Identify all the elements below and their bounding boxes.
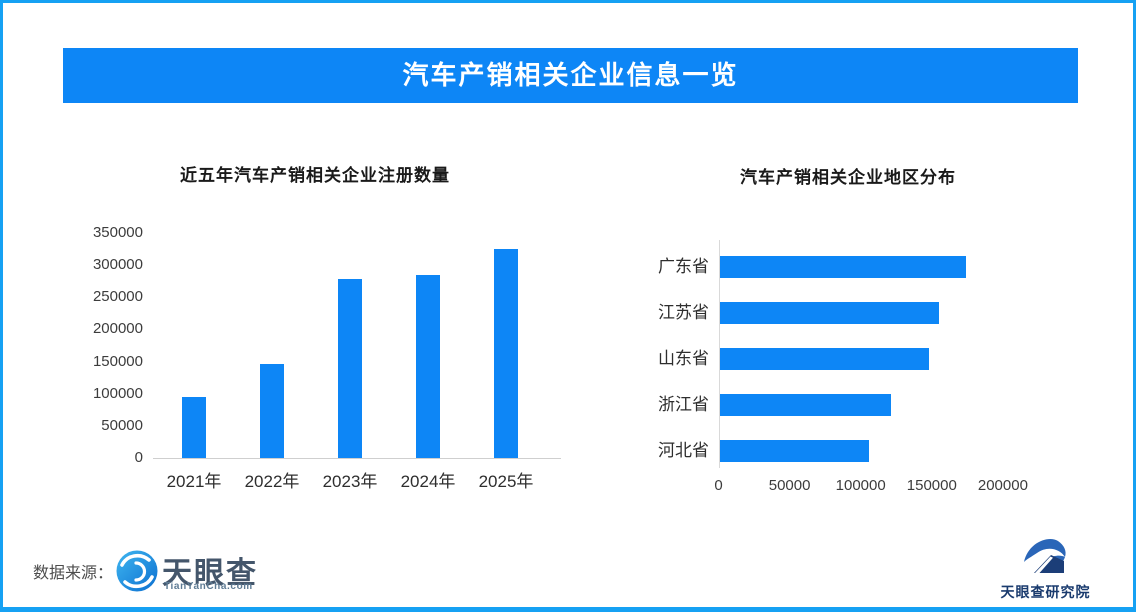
x-category-label: 2024年 bbox=[400, 472, 456, 491]
x-tick-label: 0 bbox=[714, 477, 723, 494]
y-tick-label: 150000 bbox=[92, 352, 143, 370]
chart-bar bbox=[720, 348, 929, 370]
tianyancha-logo-domain: TianYanCha.com bbox=[164, 581, 253, 592]
y-tick-label: 200000 bbox=[92, 320, 143, 338]
y-axis-line bbox=[719, 240, 720, 468]
x-tick-label: 50000 bbox=[768, 477, 811, 494]
y-tick-label: 250000 bbox=[92, 288, 143, 306]
chart-bar bbox=[720, 256, 966, 278]
chart-bar bbox=[182, 397, 206, 458]
chart-bar bbox=[720, 394, 891, 416]
tianyancha-logo-text: 天眼查 bbox=[162, 557, 258, 590]
y-category-label: 浙江省 bbox=[658, 395, 709, 414]
y-category-label: 河北省 bbox=[658, 441, 709, 460]
x-tick-label: 200000 bbox=[977, 477, 1028, 494]
x-axis-line bbox=[153, 458, 561, 459]
data-source-label: 数据来源： bbox=[33, 565, 114, 582]
institute-logo-icon bbox=[1024, 539, 1066, 573]
chart-bar bbox=[338, 279, 362, 458]
y-category-label: 山东省 bbox=[658, 349, 709, 368]
y-tick-label: 100000 bbox=[92, 384, 143, 402]
right-chart-title: 汽车产销相关企业地区分布 bbox=[740, 168, 956, 187]
x-category-label: 2025年 bbox=[478, 472, 534, 491]
x-category-label: 2022年 bbox=[244, 472, 300, 491]
y-tick-label: 0 bbox=[134, 449, 143, 466]
y-category-label: 广东省 bbox=[658, 257, 709, 276]
y-category-label: 江苏省 bbox=[658, 303, 709, 322]
y-tick-label: 350000 bbox=[92, 224, 143, 241]
tianyancha-logo-icon bbox=[116, 550, 158, 592]
x-category-label: 2023年 bbox=[322, 472, 378, 491]
institute-logo-text: 天眼查研究院 bbox=[1000, 584, 1091, 600]
y-tick-label: 300000 bbox=[92, 256, 143, 274]
y-tick-label: 50000 bbox=[101, 416, 143, 434]
left-chart-title: 近五年汽车产销相关企业注册数量 bbox=[180, 166, 450, 185]
chart-bar bbox=[720, 302, 939, 324]
x-category-label: 2021年 bbox=[166, 472, 222, 491]
chart-bar bbox=[720, 440, 869, 462]
chart-bar bbox=[260, 364, 284, 458]
page-title: 汽车产销相关企业信息一览 bbox=[63, 48, 1078, 103]
chart-bar bbox=[494, 249, 518, 458]
chart-bar bbox=[416, 275, 440, 458]
x-tick-label: 150000 bbox=[906, 477, 957, 494]
x-tick-label: 100000 bbox=[835, 477, 886, 494]
